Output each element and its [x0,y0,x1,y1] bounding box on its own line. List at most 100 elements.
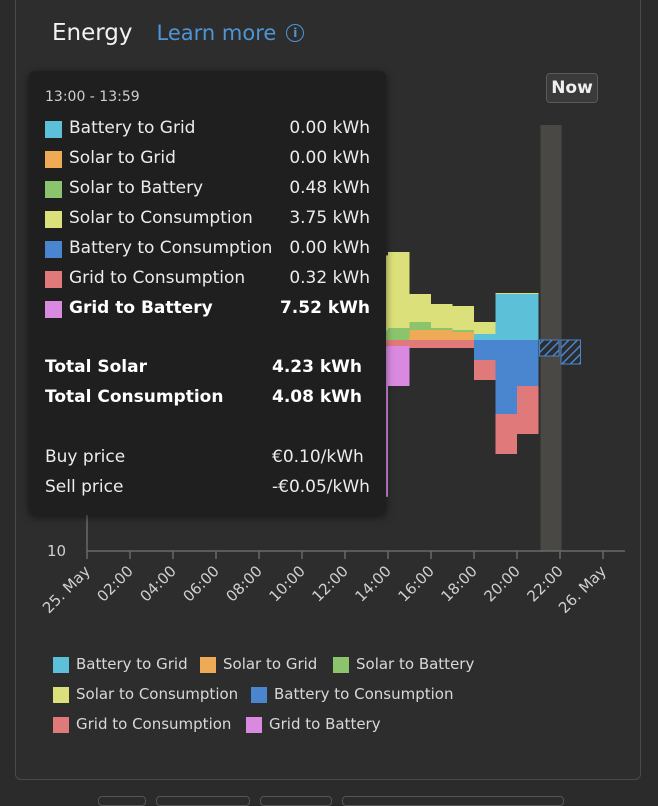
bar-solar-to-consumption-17[interactable] [452,306,475,330]
tooltip-swatch [45,241,62,258]
bar-grid-to-consumption-15[interactable] [409,340,432,348]
bar-solar-to-consumption-18[interactable] [474,322,496,334]
tooltip-row-battery-to-consumption: Battery to Consumption 0.00 kWh [45,238,370,260]
tooltip-time: 13:00 - 13:59 [45,89,140,105]
y-tick-label-10: 10 [47,542,67,560]
bar-battery-to-grid-18[interactable] [474,334,496,340]
legend-label: Grid to Consumption [76,715,232,733]
bar-solar-to-consumption-14[interactable] [388,252,410,328]
tooltip-row-value: 0.32 kWh [289,268,370,288]
tooltip-swatch [45,271,62,288]
bottom-tab-3[interactable] [260,796,332,806]
tooltip-row-value: 0.00 kWh [289,148,370,168]
tooltip-row-value: 3.75 kWh [289,208,370,228]
tooltip-row-solar-to-consumption: Solar to Consumption 3.75 kWh [45,208,370,230]
chart-tooltip: 13:00 - 13:59 Battery to Grid 0.00 kWh Sol… [29,71,386,515]
tooltip-total-value: 4.23 kWh [272,357,363,377]
x-tick-label: 16:00 [395,562,438,605]
tooltip-swatch [45,151,62,168]
bar-solar-to-battery-14[interactable] [388,328,410,340]
legend-label: Battery to Consumption [274,685,454,703]
bottom-tab-2[interactable] [156,796,250,806]
info-icon: i [286,24,305,42]
legend-swatch [246,717,262,733]
tooltip-row-label: Battery to Consumption [69,238,273,258]
now-badge: Now [546,73,598,103]
tooltip-row-grid-to-consumption: Grid to Consumption 0.32 kWh [45,268,370,290]
tooltip-total-label: Total Solar [45,357,147,377]
bar-grid-to-consumption-18[interactable] [474,360,496,380]
bar-battery-to-grid-19[interactable] [495,294,518,340]
bar-solar-to-consumption-16[interactable] [431,304,453,328]
learn-more-link[interactable]: Learn more i [157,21,305,45]
legend-swatch [53,657,69,673]
bar-solar-to-consumption-19[interactable] [495,293,518,294]
legend-swatch [200,657,216,673]
bar-battery-to-consumption-18[interactable] [474,340,496,360]
tooltip-row-label: Solar to Grid [69,148,176,168]
bar-battery-to-grid-20[interactable] [517,294,539,340]
bar-grid-to-consumption-17[interactable] [452,340,475,348]
tooltip-row-label: Solar to Consumption [69,208,253,228]
bar-grid-to-consumption-16[interactable] [431,340,453,348]
now-indicator-band [540,125,562,551]
legend-swatch [333,657,349,673]
tooltip-swatch [45,181,62,198]
bar-grid-to-consumption-19[interactable] [495,414,518,454]
x-tick-label: 02:00 [94,562,137,605]
tooltip-row-label: Grid to Battery [69,298,213,318]
bar-grid-to-consumption-14[interactable] [388,340,410,346]
forecast-bar-22[interactable] [560,339,581,365]
bar-solar-to-grid-16[interactable] [431,330,453,340]
tooltip-swatch [45,121,62,138]
forecast-bar-21[interactable] [539,339,560,357]
legend-swatch [53,687,69,703]
tooltip-total-value: 4.08 kWh [272,387,363,407]
tooltip-row-value: 0.00 kWh [289,118,370,138]
x-ticks [86,551,604,559]
bar-solar-to-battery-15[interactable] [409,322,432,330]
bar-battery-to-consumption-19[interactable] [495,340,518,414]
legend-label: Grid to Battery [269,715,381,733]
tooltip-row-value: 0.00 kWh [289,238,370,258]
legend-label: Solar to Grid [223,655,318,673]
x-tick-label: 18:00 [438,562,481,605]
x-tick-label: 25. May [39,562,94,617]
x-tick-label: 12:00 [309,562,352,605]
tooltip-row-solar-to-grid: Solar to Grid 0.00 kWh [45,148,370,170]
x-tick-label: 20:00 [481,562,524,605]
tooltip-row-label: Grid to Consumption [69,268,246,288]
tooltip-swatch [45,301,62,318]
bar-battery-to-consumption-20[interactable] [517,340,539,386]
legend-label: Battery to Grid [76,655,188,673]
tooltip-row-label: Battery to Grid [69,118,196,138]
tooltip-row-value: 0.48 kWh [289,178,370,198]
bottom-tab-4[interactable] [342,796,564,806]
bar-solar-to-grid-17[interactable] [452,332,475,340]
bar-grid-to-consumption-20[interactable] [517,386,539,434]
bar-solar-to-battery-16[interactable] [431,328,453,330]
bar-solar-to-battery-17[interactable] [452,330,475,332]
x-tick-label: 08:00 [223,562,266,605]
tooltip-price-value: -€0.05/kWh [272,477,370,497]
bar-grid-to-battery-14[interactable] [388,346,410,386]
tooltip-row-battery-to-grid: Battery to Grid 0.00 kWh [45,118,370,140]
tooltip-total-label: Total Consumption [45,387,224,407]
x-tick-label: 10:00 [266,562,309,605]
x-tick-label: 04:00 [137,562,180,605]
tooltip-price-label: Sell price [45,477,124,497]
tooltip-swatch [45,211,62,228]
x-tick-label: 26. May [555,562,610,617]
x-tick-labels: 25. May 02:00 04:00 06:00 08:00 10:00 12:00 14:… [39,562,610,617]
legend-label: Solar to Battery [356,655,475,673]
chart-bars [366,125,581,551]
bottom-tab-1[interactable] [98,796,146,806]
tooltip-row-solar-to-battery: Solar to Battery 0.48 kWh [45,178,370,200]
bar-solar-to-consumption-20[interactable] [517,293,539,294]
learn-more-label: Learn more [156,21,277,45]
bar-solar-to-consumption-15[interactable] [409,294,432,322]
tooltip-row-value: 7.52 kWh [279,298,370,318]
legend-swatch [53,717,69,733]
bar-solar-to-grid-15[interactable] [409,330,432,340]
tooltip-row-label: Solar to Battery [69,178,204,198]
